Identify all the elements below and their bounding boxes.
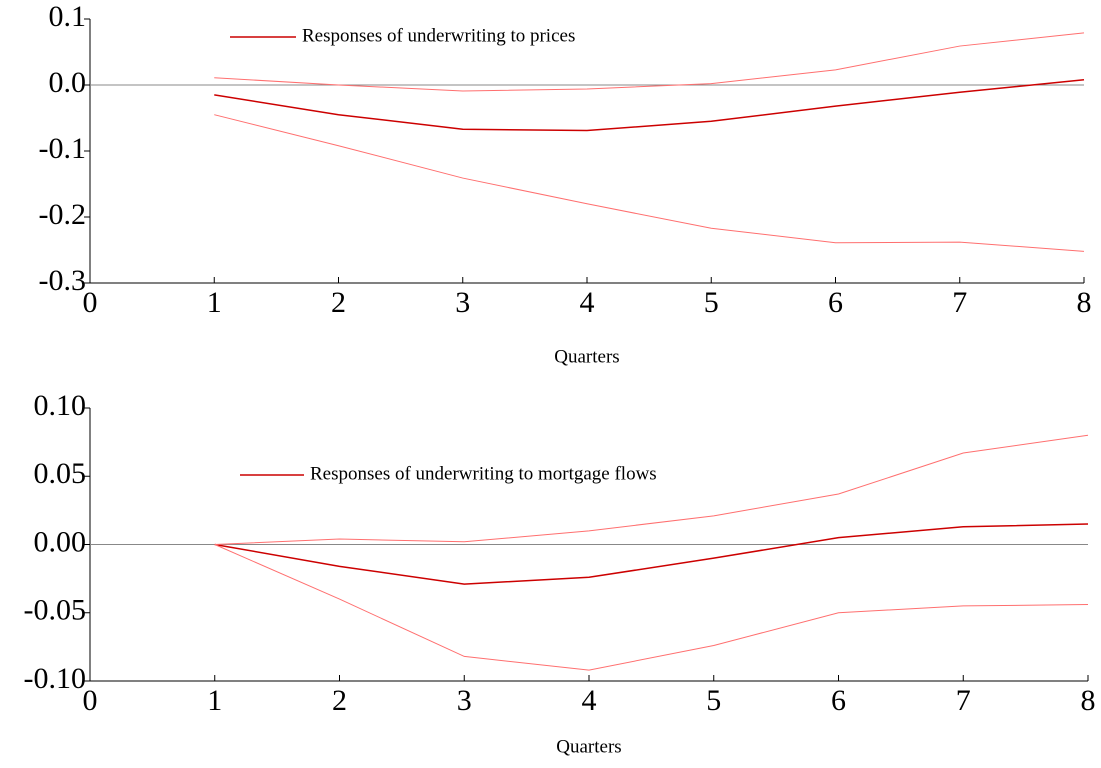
y-tick-label: 0.05 [34, 457, 87, 490]
x-tick-label: 2 [332, 684, 347, 717]
x-tick-label: 0 [83, 286, 98, 319]
y-tick-label: 0.00 [34, 525, 87, 558]
x-axis-label: Quarters [554, 346, 619, 367]
x-tick-label: 0 [83, 684, 98, 717]
line-series [214, 523, 1089, 585]
y-tick-label: 0.10 [34, 389, 87, 422]
x-tick-label: 2 [331, 286, 346, 319]
x-tick-label: 3 [455, 286, 470, 319]
x-tick-label: 6 [831, 684, 846, 717]
y-tick-label: 0.0 [49, 66, 87, 99]
x-tick-label: 4 [582, 684, 597, 717]
y-tick-label: -0.10 [24, 662, 87, 695]
x-tick-label: 4 [580, 286, 595, 319]
y-tick-label: -0.3 [39, 264, 87, 297]
line-series [214, 32, 1085, 92]
x-tick-label: 5 [704, 286, 719, 319]
y-tick-label: 0.1 [49, 0, 87, 33]
chart: 0.1 0.0 -0.1 -0.2 -0.30 1 2 3 4 5 6 7 8 Quarters Respo… [39, 0, 1092, 367]
x-tick-label: 5 [706, 684, 721, 717]
legend-label: Responses of underwriting to prices [302, 25, 575, 46]
x-tick-label: 1 [207, 684, 222, 717]
x-tick-label: 7 [952, 286, 967, 319]
y-tick-label: -0.1 [39, 132, 87, 165]
y-tick-label: -0.05 [24, 594, 87, 627]
x-tick-label: 3 [457, 684, 472, 717]
line-series [214, 114, 1085, 252]
y-tick-label: -0.2 [39, 198, 87, 231]
line-series [214, 434, 1089, 545]
x-tick-label: 1 [207, 286, 222, 319]
x-axis-label: Quarters [556, 736, 621, 757]
x-tick-label: 8 [1077, 286, 1092, 319]
line-series [214, 78, 1085, 132]
chart: 0.10 0.05 0.00 -0.05 -0.100 1 2 3 4 5 6 7 8 Quarters R… [24, 389, 1096, 757]
x-tick-label: 8 [1081, 684, 1096, 717]
x-tick-label: 7 [956, 684, 971, 717]
line-series [214, 544, 1089, 671]
legend-label: Responses of underwriting to mortgage fl… [310, 463, 657, 484]
x-tick-label: 6 [828, 286, 843, 319]
